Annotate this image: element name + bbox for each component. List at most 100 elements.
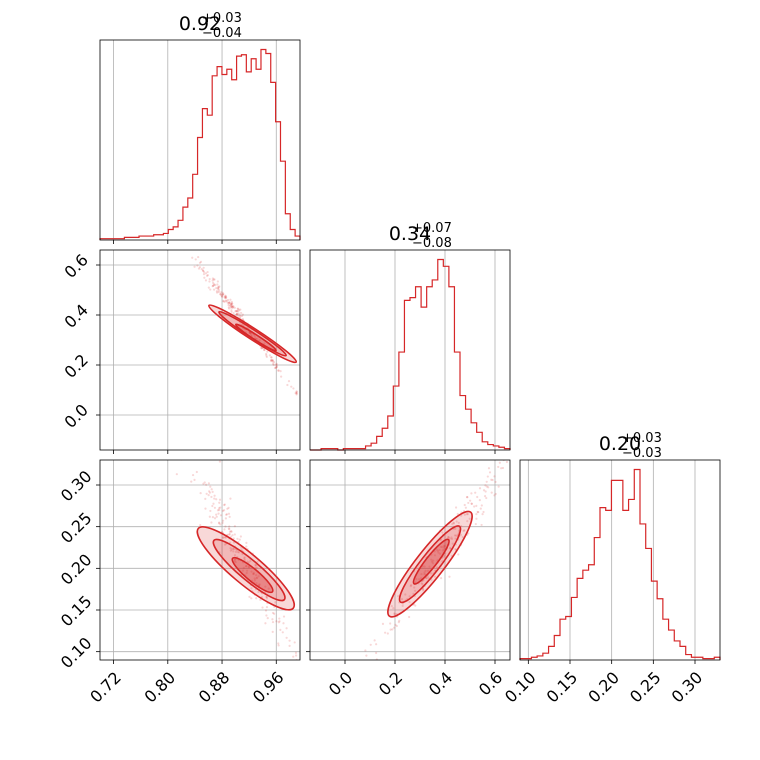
sample-point	[253, 335, 256, 338]
sample-point	[229, 547, 232, 550]
sample-point	[228, 525, 231, 528]
sample-point	[219, 514, 223, 517]
y-tick-label: 0.2	[61, 350, 92, 381]
sample-point	[452, 521, 455, 524]
axes-frame	[99, 249, 301, 451]
sample-point	[225, 299, 228, 302]
axes-frame	[309, 249, 511, 451]
x-tick-label: 0.96	[249, 668, 288, 707]
sample-point	[209, 288, 212, 291]
sample-point	[214, 284, 217, 287]
sample-point	[228, 533, 231, 536]
sample-point	[154, 439, 156, 441]
sample-point	[430, 558, 433, 561]
sample-point	[250, 333, 253, 336]
sample-point	[548, 408, 550, 410]
sample-point	[256, 337, 259, 340]
sample-point	[202, 273, 206, 276]
sample-point	[278, 617, 281, 620]
sample-point	[424, 569, 427, 572]
sample-point	[454, 537, 457, 540]
sample-point	[566, 380, 568, 382]
sample-point	[211, 284, 215, 288]
sample-point	[228, 530, 232, 533]
sample-point	[208, 491, 212, 494]
density-contours	[196, 526, 296, 611]
sample-point	[199, 524, 202, 527]
sample-point	[206, 270, 209, 274]
sample-point	[464, 506, 467, 509]
title-median-2: 0.20	[599, 433, 641, 455]
sample-point	[260, 346, 263, 349]
x-tick-labels-param-0: 0.72 0.80 0.88 0.96	[86, 668, 287, 707]
sample-point	[203, 481, 206, 484]
sample-point	[236, 312, 239, 315]
sample-point	[249, 560, 252, 563]
sample-point	[390, 604, 393, 608]
sample-point	[221, 293, 224, 296]
y-tick-label: 0.0	[61, 400, 92, 431]
sample-point	[224, 296, 227, 299]
sample-point	[229, 497, 232, 500]
sample-point	[224, 299, 227, 302]
sample-point	[438, 548, 441, 552]
x-tick-label: 0.88	[195, 668, 234, 707]
panel-hist-0	[99, 39, 301, 244]
sample-point	[485, 496, 488, 500]
sample-point	[220, 295, 224, 298]
sample-point	[173, 439, 175, 441]
sample-point	[265, 597, 269, 600]
sample-point	[491, 478, 494, 482]
sample-point	[497, 465, 500, 469]
sample-point	[484, 490, 487, 493]
sample-point	[138, 187, 140, 189]
sample-points	[131, 366, 298, 660]
sample-point	[286, 383, 289, 387]
sample-point	[442, 548, 446, 551]
sample-point	[161, 226, 163, 228]
sample-point	[131, 366, 133, 368]
sample-point	[139, 391, 141, 393]
sample-point	[138, 182, 140, 184]
sample-point	[295, 390, 298, 393]
sample-point	[427, 576, 430, 579]
sample-point	[249, 332, 252, 335]
sample-point	[140, 378, 142, 380]
sample-point	[195, 470, 198, 474]
sample-point	[228, 307, 231, 310]
sample-point	[288, 644, 291, 647]
sample-point	[476, 510, 479, 514]
sample-point	[241, 569, 245, 572]
sample-point	[237, 312, 240, 315]
y-tick-label: 0.4	[61, 300, 92, 331]
panel-scatter-2-0	[96, 366, 301, 664]
x-tick-label: 0.72	[86, 668, 125, 707]
sample-point	[237, 551, 241, 554]
sample-point	[169, 444, 171, 446]
sample-point	[408, 600, 411, 604]
sample-point	[430, 560, 434, 563]
sample-point	[253, 577, 256, 580]
sample-point	[250, 597, 253, 600]
sample-point	[229, 304, 233, 307]
sample-point	[208, 280, 211, 283]
density-contours	[387, 510, 473, 618]
sample-point	[227, 303, 230, 307]
sample-point	[230, 302, 233, 305]
sample-point	[281, 631, 284, 634]
sample-point	[215, 513, 218, 516]
contour-level-1	[212, 538, 286, 602]
sample-point	[258, 583, 261, 586]
sample-point	[567, 387, 569, 389]
sample-point	[461, 535, 464, 539]
sample-point	[211, 515, 215, 519]
sample-point	[230, 529, 233, 533]
title-minus-2: −0.03	[622, 446, 662, 461]
sample-point	[393, 613, 396, 616]
sample-point	[163, 225, 165, 227]
sample-point	[487, 467, 491, 470]
sample-point	[475, 504, 478, 507]
sample-point	[222, 509, 226, 512]
contour-level-2	[412, 538, 450, 585]
sample-point	[421, 588, 425, 591]
